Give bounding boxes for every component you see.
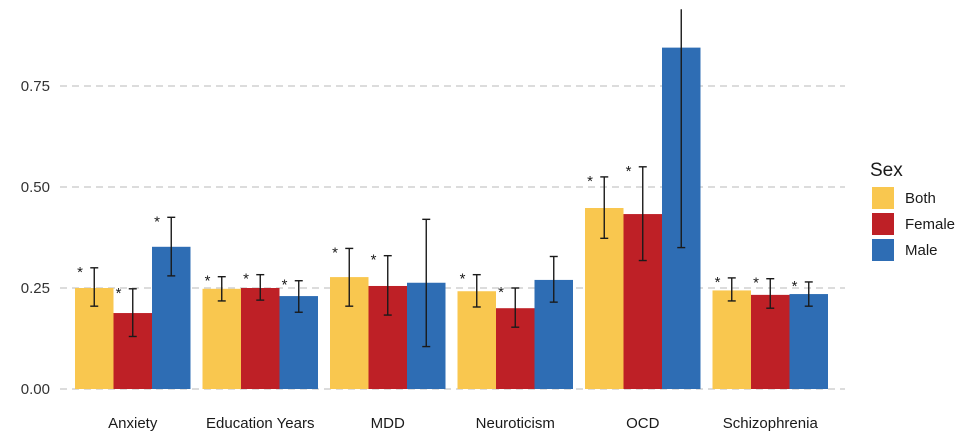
significance-marker: * xyxy=(77,264,83,281)
y-axis-ticks: 0.00 0.25 0.50 0.75 xyxy=(21,78,50,398)
legend-label-male: Male xyxy=(905,242,938,259)
significance-marker: * xyxy=(715,274,721,291)
bar-male xyxy=(789,294,828,389)
legend-label-both: Both xyxy=(905,190,936,207)
legend-swatch-both xyxy=(872,187,894,209)
significance-marker: * xyxy=(498,284,504,301)
x-axis-categories: Anxiety Education Years MDD Neuroticism OCD S… xyxy=(108,415,818,432)
bar-both xyxy=(202,288,241,389)
error-bars xyxy=(90,9,813,348)
bars xyxy=(75,47,828,390)
significance-marker: * xyxy=(282,277,288,294)
significance-marker: * xyxy=(154,213,160,230)
significance-markers: * * * * * * * * * * * * * * * xyxy=(77,163,798,302)
significance-marker: * xyxy=(587,173,593,190)
significance-marker: * xyxy=(371,252,377,269)
x-category-label: Schizophrenia xyxy=(723,415,819,432)
significance-marker: * xyxy=(460,271,466,288)
legend-title: Sex xyxy=(870,160,903,181)
legend-label-female: Female xyxy=(905,216,955,233)
legend-swatch-male xyxy=(872,239,894,261)
significance-marker: * xyxy=(243,271,249,288)
significance-marker: * xyxy=(116,285,122,302)
x-category-label: MDD xyxy=(371,415,405,432)
legend: Sex Both Female Male xyxy=(870,160,955,261)
bar-female xyxy=(241,288,280,389)
x-category-label: Education Years xyxy=(206,415,314,432)
x-category-label: Neuroticism xyxy=(476,415,555,432)
significance-marker: * xyxy=(753,275,759,292)
y-tick-label: 0.50 xyxy=(21,179,50,196)
y-tick-label: 0.00 xyxy=(21,381,50,398)
bar-both xyxy=(712,290,751,389)
significance-marker: * xyxy=(332,244,338,261)
y-tick-label: 0.25 xyxy=(21,280,50,297)
y-tick-label: 0.75 xyxy=(21,78,50,95)
significance-marker: * xyxy=(205,273,211,290)
x-category-label: OCD xyxy=(626,415,660,432)
legend-swatch-female xyxy=(872,213,894,235)
significance-marker: * xyxy=(626,163,632,180)
bar-female xyxy=(751,294,790,389)
x-category-label: Anxiety xyxy=(108,415,158,432)
significance-marker: * xyxy=(792,278,798,295)
